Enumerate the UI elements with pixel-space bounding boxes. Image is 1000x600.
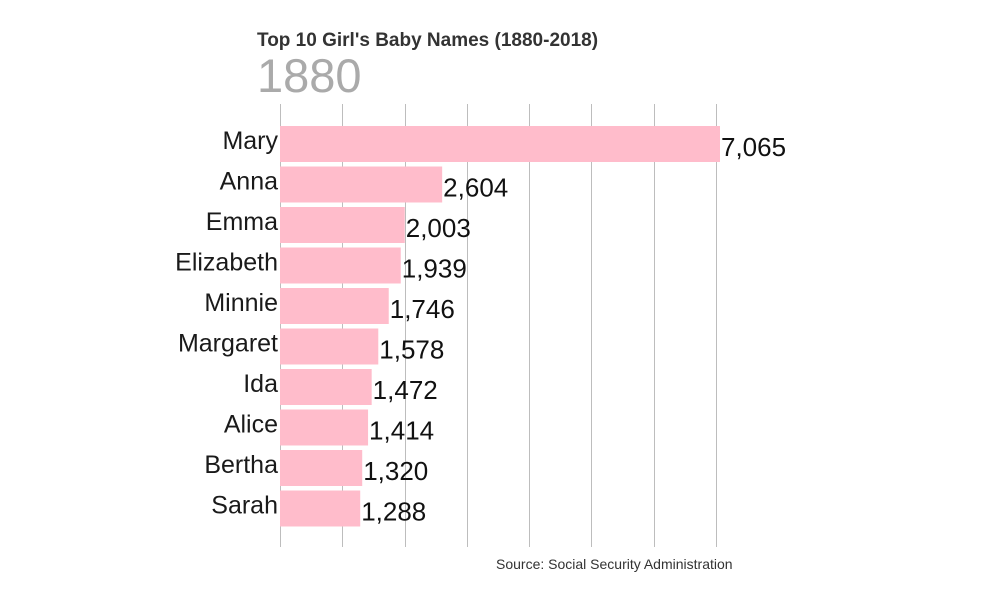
labels: Mary 7,065 Anna 2,604 Emma 2,003 Elizabeth 1,93… [175,127,786,527]
bar-emma [280,207,405,243]
value-label: 1,939 [402,254,467,284]
value-label: 1,746 [390,294,455,324]
bars [280,126,720,527]
category-label: Elizabeth [175,249,278,277]
category-label: Ida [243,370,278,398]
source-caption: Source: Social Security Administration [496,556,733,572]
category-label: Anna [220,168,278,196]
chart-title: Top 10 Girl's Baby Names (1880-2018) [257,30,598,51]
category-label: Alice [224,411,278,439]
value-label: 7,065 [721,132,786,162]
bar-sarah [280,490,361,527]
category-label: Minnie [204,289,278,317]
bar-minnie [280,288,389,324]
value-label: 1,578 [379,335,444,365]
value-label: 2,604 [443,173,508,203]
value-label: 1,472 [373,375,438,405]
bar-mary [280,126,720,162]
year-label: 1880 [257,49,362,102]
category-label: Sarah [211,492,278,520]
value-label: 1,320 [363,456,428,486]
bar-anna [280,166,443,203]
bar-bertha [280,450,363,486]
bar-alice [280,409,369,446]
value-label: 1,288 [361,497,426,527]
category-label: Bertha [204,451,278,479]
value-label: 1,414 [369,416,434,446]
bar-margaret [280,328,379,365]
bar-elizabeth [280,247,401,284]
category-label: Emma [206,208,278,236]
value-label: 2,003 [406,213,471,243]
category-label: Margaret [178,330,278,358]
category-label: Mary [222,127,278,155]
bar-ida [280,369,372,405]
